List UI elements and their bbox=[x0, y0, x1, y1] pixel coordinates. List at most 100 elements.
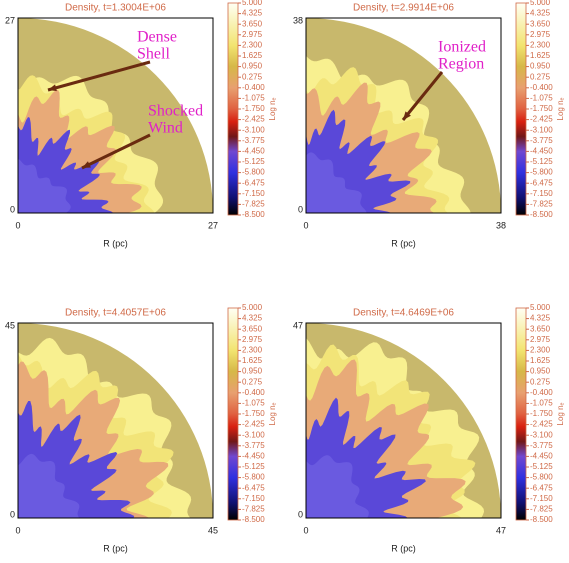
colorbar-tick-label: -5.800 bbox=[242, 168, 265, 177]
colorbar-tick-label: -5.800 bbox=[530, 168, 553, 177]
colorbar-tick-label: -4.450 bbox=[530, 147, 553, 156]
colorbar-tick-label: -5.125 bbox=[530, 462, 553, 471]
annotation-arrow bbox=[401, 71, 444, 121]
colorbar-tick-label: -7.150 bbox=[242, 494, 265, 503]
y-tick-label: 0 bbox=[298, 204, 303, 214]
panel: Density, t=1.3004E+06 R (pc) 0 27 0 27 5.000 4.… bbox=[5, 0, 277, 248]
density-image bbox=[18, 323, 213, 518]
colorbar-tick-label: -1.075 bbox=[530, 399, 553, 408]
colorbar-tick-label: 3.650 bbox=[242, 19, 263, 28]
colorbar-tick-label: 0.275 bbox=[530, 72, 551, 81]
colorbar-tick-label: 2.300 bbox=[242, 41, 263, 50]
y-tick-label: 45 bbox=[5, 320, 15, 330]
colorbar-tick-label: -7.825 bbox=[242, 200, 265, 209]
y-tick-label: 27 bbox=[5, 15, 15, 25]
colorbar-tick-label: -3.100 bbox=[242, 125, 265, 134]
density-image bbox=[306, 18, 501, 213]
colorbar-tick-label: 1.625 bbox=[242, 51, 263, 60]
x-tick-label: 27 bbox=[208, 220, 218, 230]
panel: Density, t=4.6469E+06 R (pc) 0 47 0 47 5.000 4.… bbox=[293, 303, 565, 553]
colorbar bbox=[227, 307, 239, 521]
wind-core bbox=[306, 152, 367, 213]
colorbar-tick-label: -1.075 bbox=[530, 94, 553, 103]
colorbar-tick-label: -7.825 bbox=[530, 200, 553, 209]
colorbar-tick-label: -5.125 bbox=[242, 462, 265, 471]
colorbar-tick-label: -8.500 bbox=[242, 515, 265, 524]
colorbar-tick-label: -2.425 bbox=[530, 115, 553, 124]
colorbar-tick-label: -3.775 bbox=[530, 441, 553, 450]
colorbar-tick-label: 2.300 bbox=[530, 41, 551, 50]
annotation-arrowhead bbox=[82, 161, 91, 168]
colorbar-tick-label: -0.400 bbox=[530, 83, 553, 92]
colorbar-tick-label: 5.000 bbox=[242, 0, 263, 7]
colorbar-tick-label: 0.950 bbox=[530, 62, 551, 71]
panel: Density, t=2.9914E+06 R (pc) 0 38 0 38 5.000 4.… bbox=[293, 0, 565, 248]
density-image bbox=[18, 18, 213, 213]
y-tick-label: 0 bbox=[10, 204, 15, 214]
x-tick-label: 47 bbox=[496, 525, 506, 535]
colorbar-label: Log nₑ bbox=[556, 402, 565, 425]
annotation-arrow bbox=[81, 133, 151, 170]
annotation: Shell bbox=[137, 46, 170, 63]
colorbar-tick-label: -4.450 bbox=[530, 452, 553, 461]
colorbar-tick-label: -0.400 bbox=[242, 83, 265, 92]
colorbar-tick-label: 2.975 bbox=[530, 30, 551, 39]
colorbar-tick-label: 4.325 bbox=[530, 314, 551, 323]
x-tick-label: 0 bbox=[15, 220, 20, 230]
annotation: Shocked bbox=[148, 103, 203, 120]
colorbar-tick-label: 0.275 bbox=[530, 377, 551, 386]
colorbar-tick-label: 4.325 bbox=[242, 9, 263, 18]
colorbar-tick-label: -5.125 bbox=[530, 157, 553, 166]
x-tick-label: 45 bbox=[208, 525, 218, 535]
y-tick-label: 47 bbox=[293, 320, 303, 330]
colorbar-tick-label: -0.400 bbox=[530, 388, 553, 397]
colorbar-tick-label: -6.475 bbox=[242, 178, 265, 187]
x-tick-label: 0 bbox=[15, 525, 20, 535]
colorbar-tick-label: -3.775 bbox=[530, 136, 553, 145]
colorbar-tick-label: -2.425 bbox=[530, 420, 553, 429]
density-image bbox=[306, 323, 501, 518]
x-axis-label: R (pc) bbox=[391, 238, 416, 248]
colorbar-tick-label: -7.150 bbox=[242, 189, 265, 198]
colorbar-tick-label: -7.150 bbox=[530, 494, 553, 503]
colorbar-tick-label: -1.750 bbox=[530, 409, 553, 418]
y-tick-label: 38 bbox=[293, 15, 303, 25]
annotation-arrowhead bbox=[403, 111, 411, 120]
x-axis-label: R (pc) bbox=[391, 543, 416, 553]
plot-frame bbox=[305, 322, 502, 519]
chart-title: Density, t=4.4057E+06 bbox=[65, 308, 166, 319]
colorbar-tick-label: 2.300 bbox=[242, 346, 263, 355]
annotation-arrowhead bbox=[48, 84, 57, 92]
y-tick-label: 0 bbox=[10, 509, 15, 519]
colorbar-tick-label: 0.950 bbox=[530, 367, 551, 376]
colorbar-tick-label: 3.650 bbox=[530, 324, 551, 333]
panel: Density, t=4.4057E+06 R (pc) 0 45 0 45 5.000 4.… bbox=[5, 303, 277, 553]
colorbar bbox=[227, 2, 239, 216]
colorbar-tick-label: -8.500 bbox=[242, 210, 265, 219]
colorbar-tick-label: -6.475 bbox=[530, 483, 553, 492]
colorbar-tick-label: -1.750 bbox=[530, 104, 553, 113]
colorbar-tick-label: -7.150 bbox=[530, 189, 553, 198]
annotation: Region bbox=[438, 56, 484, 73]
colorbar-tick-label: 3.650 bbox=[242, 324, 263, 333]
x-axis-label: R (pc) bbox=[103, 543, 128, 553]
x-axis-label: R (pc) bbox=[103, 238, 128, 248]
colorbar-tick-label: 0.275 bbox=[242, 377, 263, 386]
wind-core bbox=[306, 455, 369, 518]
colorbar-tick-label: -3.775 bbox=[242, 136, 265, 145]
colorbar-tick-label: 2.975 bbox=[242, 335, 263, 344]
colorbar-tick-label: -3.100 bbox=[530, 430, 553, 439]
colorbar-tick-label: 3.650 bbox=[530, 19, 551, 28]
colorbar-tick-label: -8.500 bbox=[530, 210, 553, 219]
colorbar-label: Log nₑ bbox=[268, 97, 277, 120]
colorbar-tick-label: -4.450 bbox=[242, 452, 265, 461]
colorbar-tick-label: -5.125 bbox=[242, 157, 265, 166]
chart-title: Density, t=4.6469E+06 bbox=[353, 308, 454, 319]
colorbar-tick-label: 1.625 bbox=[242, 356, 263, 365]
colorbar-tick-label: 2.975 bbox=[242, 30, 263, 39]
colorbar-tick-label: 5.000 bbox=[242, 303, 263, 312]
colorbar-tick-label: 1.625 bbox=[530, 356, 551, 365]
colorbar-tick-label: -1.750 bbox=[242, 104, 265, 113]
x-tick-label: 0 bbox=[303, 220, 308, 230]
